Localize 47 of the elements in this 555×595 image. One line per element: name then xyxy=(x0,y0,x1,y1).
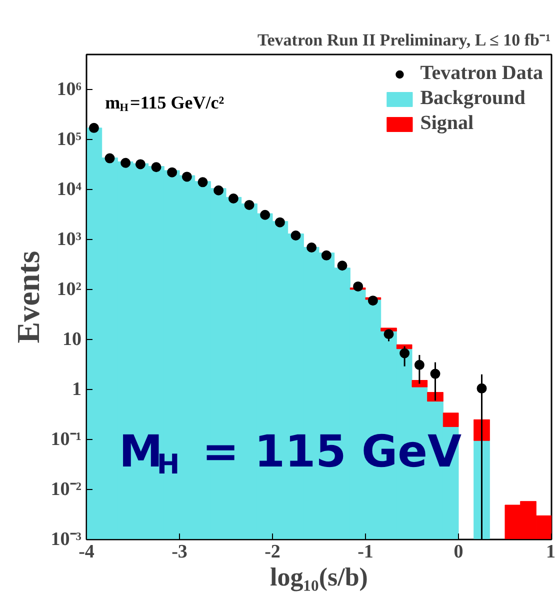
point xyxy=(353,281,364,292)
point xyxy=(244,200,254,210)
x-tick-label: -1 xyxy=(358,542,374,562)
y-tick-label: 1 xyxy=(72,378,82,400)
point xyxy=(430,368,440,379)
x-tick-label: -2 xyxy=(264,542,280,562)
point xyxy=(167,167,178,178)
point xyxy=(135,159,146,170)
point xyxy=(400,348,410,358)
y-tick-label: 10² xyxy=(56,278,82,300)
point xyxy=(182,172,192,182)
point xyxy=(120,158,131,168)
y-tick-label: 10⁻¹ xyxy=(50,428,82,450)
bar xyxy=(412,380,428,388)
chart-title: Tevatron Run II Preliminary, L ≤ 10 fb⁻¹ xyxy=(257,30,551,50)
legend-label: Signal xyxy=(420,112,474,135)
y-tick-label: 10³ xyxy=(56,228,82,250)
y-tick-label: 10 xyxy=(62,328,82,350)
point xyxy=(368,296,378,306)
point xyxy=(274,217,285,228)
point xyxy=(321,250,332,260)
y-tick-label: 10⁴ xyxy=(56,178,82,200)
point xyxy=(414,360,424,370)
point xyxy=(384,329,394,340)
x-axis-title: log₁₀(s/b) xyxy=(270,562,368,592)
point xyxy=(260,210,270,220)
x-tick-label: -3 xyxy=(172,542,188,562)
x-tick-label: 0 xyxy=(454,542,464,562)
y-axis-title: Events xyxy=(10,250,46,344)
point xyxy=(228,193,238,204)
point xyxy=(214,185,224,196)
bar xyxy=(442,412,459,427)
bar xyxy=(396,344,412,350)
y-tick-label: 10⁵ xyxy=(56,128,82,150)
y-tick-label: 10⁻² xyxy=(50,478,82,500)
point xyxy=(88,122,99,133)
legend-label: Tevatron Data xyxy=(420,62,543,85)
point xyxy=(198,177,208,188)
point xyxy=(290,230,301,240)
y-tick-label: 10⁶ xyxy=(56,78,82,100)
point xyxy=(306,242,317,253)
point xyxy=(337,260,348,271)
x-tick-label: 1 xyxy=(546,542,555,562)
point xyxy=(151,162,162,172)
legend-label: Background xyxy=(420,87,526,110)
point xyxy=(104,153,115,164)
point xyxy=(476,383,487,394)
